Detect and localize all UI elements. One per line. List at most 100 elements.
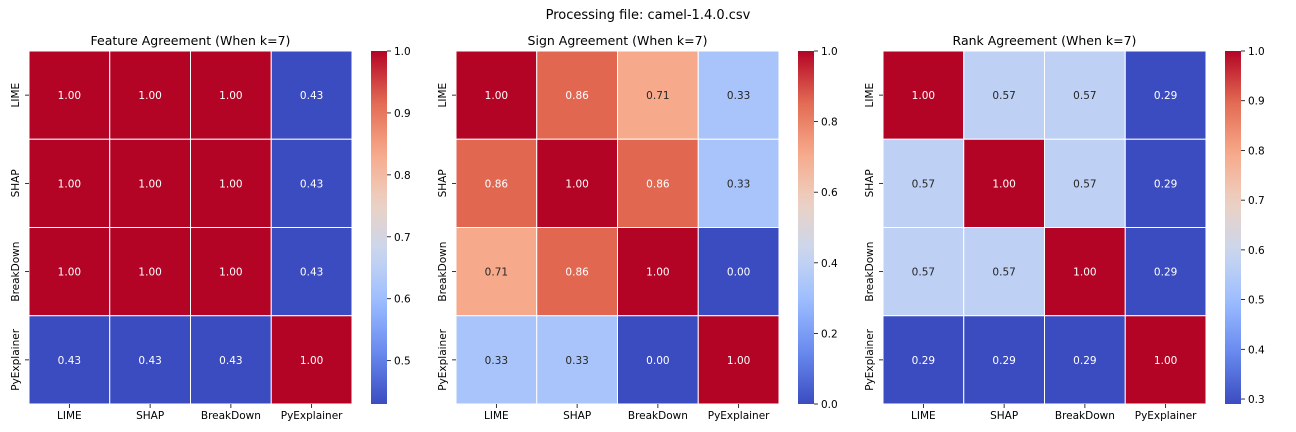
heatmap-cell — [697, 315, 780, 405]
colorbar — [371, 51, 387, 404]
cell-value-label: 1.00 — [138, 90, 161, 102]
y-tick-label: BreakDown — [864, 242, 876, 302]
cell-value-label: 0.33 — [727, 178, 750, 190]
heatmap-cell — [109, 138, 191, 228]
heatmap-cell — [882, 315, 965, 405]
colorbar-tick-label: 0.5 — [394, 356, 411, 368]
cell-value-label: 0.29 — [1073, 355, 1096, 367]
colorbar-tick-label: 0.4 — [821, 258, 838, 270]
heatmap-cell — [617, 315, 699, 405]
cell-value-label: 1.00 — [138, 267, 161, 279]
y-tick-label: SHAP — [864, 169, 876, 197]
cell-value-label: 0.43 — [219, 355, 242, 367]
cell-value-label: 0.57 — [1073, 90, 1096, 102]
colorbar-tick-label: 1.0 — [821, 46, 838, 58]
x-tick-label: SHAP — [136, 410, 164, 422]
cell-value-label: 0.86 — [485, 178, 509, 190]
x-tick-label: LIME — [57, 410, 82, 422]
cell-value-label: 1.00 — [646, 267, 669, 279]
cell-value-label: 1.00 — [1154, 355, 1177, 367]
cell-value-label: 1.00 — [485, 90, 508, 102]
cell-value-label: 0.00 — [646, 355, 669, 367]
heatmap-cell — [963, 50, 1045, 140]
colorbar-tick-label: 0.0 — [821, 399, 838, 411]
colorbar-tick-label: 0.9 — [394, 108, 411, 120]
heatmap-cell — [1124, 138, 1207, 228]
cell-value-label: 1.00 — [565, 178, 588, 190]
heatmap-cell — [617, 138, 699, 228]
colorbar-tick-label: 0.3 — [1248, 394, 1265, 406]
cell-value-label: 1.00 — [992, 178, 1015, 190]
cell-value-label: 1.00 — [912, 90, 935, 102]
heatmap-cell — [963, 227, 1045, 317]
cell-value-label: 1.00 — [219, 267, 242, 279]
heatmap-cell — [1044, 138, 1126, 228]
heatmap-cell — [28, 50, 111, 140]
colorbar-tick-label: 1.0 — [1248, 46, 1265, 58]
cell-value-label: 0.57 — [1073, 178, 1096, 190]
heatmap-cell — [617, 50, 699, 140]
y-tick-label: SHAP — [10, 169, 22, 197]
heatmap-cell — [697, 138, 780, 228]
heatmap-panel-2: Sign Agreement (When k=7) 1.00 0.86 0.71 0.3… — [437, 33, 838, 422]
heatmap-panel-3: Rank Agreement (When k=7) 1.00 0.57 0.57 0.2… — [864, 33, 1265, 422]
panel-title: Feature Agreement (When k=7) — [91, 33, 291, 48]
heatmap-cell — [270, 138, 353, 228]
x-tick-label: SHAP — [563, 410, 591, 422]
heatmap-cell — [697, 227, 780, 317]
heatmap-cell — [697, 50, 780, 140]
heatmap-cell — [109, 50, 191, 140]
colorbar-tick-label: 0.7 — [394, 232, 411, 244]
colorbar — [798, 51, 814, 404]
cell-value-label: 0.57 — [992, 267, 1015, 279]
cell-value-label: 0.71 — [646, 90, 669, 102]
colorbar-tick-label: 0.8 — [394, 170, 411, 182]
colorbar-tick-label: 0.6 — [821, 187, 838, 199]
cell-value-label: 0.43 — [138, 355, 161, 367]
colorbar-tick-label: 0.6 — [1248, 245, 1265, 257]
heatmap-cell — [270, 227, 353, 317]
x-tick-label: SHAP — [990, 410, 1018, 422]
heatmap-cell — [536, 227, 618, 317]
heatmap-cell — [455, 227, 538, 317]
panel-title: Rank Agreement (When k=7) — [953, 33, 1137, 48]
cell-value-label: 0.33 — [565, 355, 588, 367]
colorbar-tick-label: 0.8 — [1248, 145, 1265, 157]
heatmap-cell — [190, 50, 272, 140]
y-tick-label: LIME — [437, 83, 449, 108]
colorbar-tick-label: 0.5 — [1248, 295, 1265, 307]
cell-value-label: 0.33 — [727, 90, 750, 102]
y-tick-label: LIME — [864, 83, 876, 108]
cell-value-label: 1.00 — [58, 90, 81, 102]
cell-value-label: 0.43 — [300, 267, 323, 279]
y-tick-label: SHAP — [437, 169, 449, 197]
x-tick-label: PyExplainer — [281, 410, 343, 422]
cell-value-label: 0.71 — [485, 267, 508, 279]
heatmap-cell — [617, 227, 699, 317]
colorbar — [1225, 51, 1241, 404]
y-tick-label: BreakDown — [437, 242, 449, 302]
heatmap-cell — [109, 227, 191, 317]
cell-value-label: 0.57 — [992, 90, 1015, 102]
cell-value-label: 1.00 — [58, 178, 81, 190]
x-tick-label: BreakDown — [628, 410, 688, 422]
heatmap-cell — [536, 315, 618, 405]
heatmap-cell — [270, 315, 353, 405]
x-tick-label: PyExplainer — [708, 410, 770, 422]
cell-value-label: 1.00 — [138, 178, 161, 190]
figure-suptitle: Processing file: camel-1.4.0.csv — [546, 8, 751, 23]
heatmap-cell — [270, 50, 353, 140]
panel-title: Sign Agreement (When k=7) — [528, 33, 708, 48]
cell-value-label: 0.29 — [992, 355, 1015, 367]
cell-value-label: 0.29 — [1154, 267, 1177, 279]
heatmap-cell — [1044, 315, 1126, 405]
cell-value-label: 0.57 — [912, 178, 935, 190]
cell-value-label: 0.29 — [912, 355, 935, 367]
heatmap-cell — [1124, 50, 1207, 140]
heatmap-cell — [536, 138, 618, 228]
cell-value-label: 0.86 — [565, 267, 589, 279]
heatmap-cell — [28, 315, 111, 405]
x-tick-label: BreakDown — [201, 410, 261, 422]
colorbar-tick-label: 1.0 — [394, 46, 411, 58]
